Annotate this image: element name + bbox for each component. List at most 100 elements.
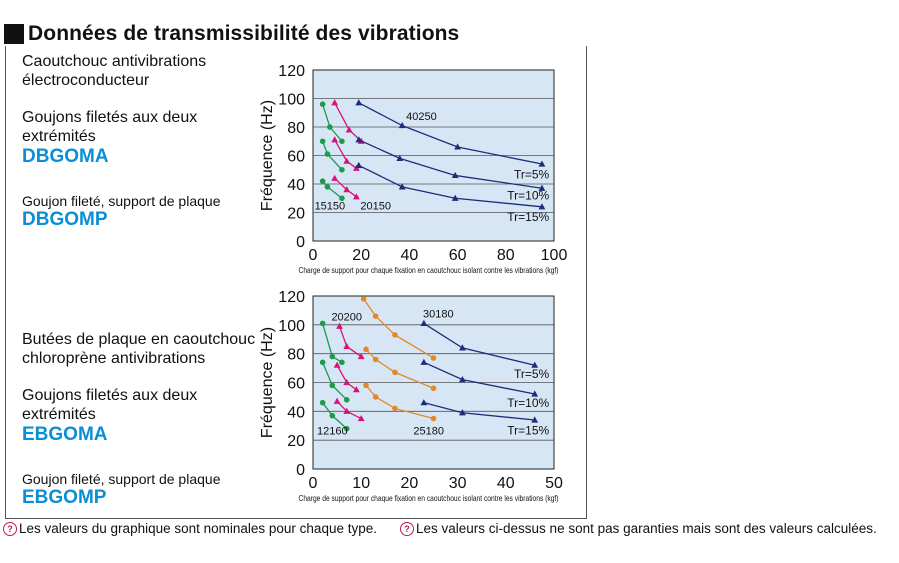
data-point xyxy=(319,138,326,145)
data-point xyxy=(420,358,428,365)
annotation-label: Tr=5% xyxy=(514,367,550,381)
y-tick-label: 60 xyxy=(287,149,305,166)
data-point xyxy=(531,390,539,397)
bot-plate-label: Goujon fileté, support de plaque xyxy=(22,471,221,487)
data-point xyxy=(329,382,336,389)
data-point xyxy=(339,359,345,366)
annotation-label: Tr=5% xyxy=(514,167,550,181)
data-point xyxy=(372,356,379,363)
y-tick-label: 80 xyxy=(287,347,305,364)
data-point xyxy=(343,342,351,350)
info-circle-icon: ? xyxy=(3,521,17,536)
data-point xyxy=(372,394,379,400)
data-point xyxy=(420,319,428,326)
x-tick-label: 40 xyxy=(401,247,419,264)
series-line xyxy=(365,348,434,389)
y-tick-label: 80 xyxy=(287,120,305,137)
data-point xyxy=(392,405,398,412)
data-point xyxy=(355,136,363,143)
annotation-label: 25180 xyxy=(413,425,444,437)
data-point xyxy=(331,136,339,143)
x-tick-label: 0 xyxy=(309,247,318,264)
bot-rubber-label: Butées de plaque en caoutchouc xyxy=(22,331,256,348)
data-point xyxy=(319,359,326,366)
top-both-label-2: extrémités xyxy=(22,128,96,145)
annotation-label: 20150 xyxy=(360,201,391,213)
bot-both-label: Goujons filetés aux deux xyxy=(22,387,198,404)
data-point xyxy=(343,425,350,432)
annotation-label: Tr=10% xyxy=(507,396,549,410)
annotation-label: 15150 xyxy=(315,201,346,213)
x-tick-label: 100 xyxy=(541,247,568,264)
x-tick-label: 60 xyxy=(449,247,467,264)
product-code-dbgomp: DBGOMP xyxy=(22,209,108,230)
data-point xyxy=(324,151,331,157)
product-code-dbgoma: DBGOMA xyxy=(22,146,109,167)
data-point xyxy=(343,186,351,193)
y-tick-label: 120 xyxy=(278,63,305,80)
top-both-label: Goujons filetés aux deux xyxy=(22,109,198,126)
data-point xyxy=(372,313,379,319)
data-point xyxy=(343,407,351,414)
x-axis-label: Charge de support pour chaque fixation e… xyxy=(299,265,559,275)
data-point xyxy=(538,203,546,210)
data-point xyxy=(398,183,406,190)
x-tick-label: 20 xyxy=(401,475,419,492)
annotation-label: 40250 xyxy=(406,111,437,123)
data-point xyxy=(430,355,437,361)
x-tick-label: 10 xyxy=(352,475,370,492)
data-point xyxy=(339,195,345,202)
footer-note-2: ? Les valeurs ci-dessus ne sont pas gara… xyxy=(400,521,877,536)
annotation-label: 20200 xyxy=(331,312,362,324)
data-point xyxy=(331,99,339,106)
content-frame xyxy=(5,46,587,519)
data-point xyxy=(355,99,363,106)
data-point xyxy=(319,101,326,107)
x-tick-label: 20 xyxy=(352,247,370,264)
info-circle-icon: ? xyxy=(400,521,414,536)
y-tick-label: 20 xyxy=(287,433,305,450)
annotation-label: Tr=10% xyxy=(507,189,549,203)
annotation-label: 30180 xyxy=(423,309,454,321)
data-point xyxy=(531,361,539,368)
y-tick-label: 120 xyxy=(278,289,305,306)
y-tick-label: 40 xyxy=(287,404,305,421)
annotation-label: Tr=15% xyxy=(507,423,549,437)
data-point xyxy=(333,361,341,368)
data-point xyxy=(396,154,404,161)
top-plate-label: Goujon fileté, support de plaque xyxy=(22,193,221,209)
data-point xyxy=(343,378,351,386)
y-tick-label: 60 xyxy=(287,376,305,393)
data-point xyxy=(459,376,466,383)
data-point xyxy=(331,174,339,181)
data-point xyxy=(355,161,363,169)
series-line xyxy=(363,298,434,359)
data-point xyxy=(398,121,406,129)
series-line xyxy=(358,139,543,189)
data-point xyxy=(392,332,398,338)
data-point xyxy=(324,184,331,190)
data-point xyxy=(459,409,466,416)
data-point xyxy=(531,416,539,423)
data-point xyxy=(454,143,461,150)
page-title: Données de transmissibilité des vibratio… xyxy=(4,22,459,46)
product-code-ebgoma: EBGOMA xyxy=(22,424,108,445)
data-point xyxy=(352,386,360,393)
top-rubber-label: Caoutchouc antivibrations xyxy=(22,53,207,70)
top-rubber-label-2: électroconducteur xyxy=(22,72,150,89)
y-tick-label: 100 xyxy=(278,92,305,109)
footer-note-2-text: Les valeurs ci-dessus ne sont pas garant… xyxy=(416,521,877,536)
x-tick-label: 80 xyxy=(497,247,515,264)
chart-2: 0 20 40 60 80 100 120 0 10 20 30 40 50 Fréquence (Hz)… xyxy=(259,289,563,503)
data-point xyxy=(343,157,351,164)
data-point xyxy=(360,296,367,302)
x-tick-label: 40 xyxy=(497,475,515,492)
title-square-icon xyxy=(4,24,24,44)
data-point xyxy=(319,178,326,184)
data-point xyxy=(363,382,369,389)
x-tick-label: 30 xyxy=(449,475,467,492)
data-point xyxy=(319,320,326,327)
data-point xyxy=(327,124,333,130)
